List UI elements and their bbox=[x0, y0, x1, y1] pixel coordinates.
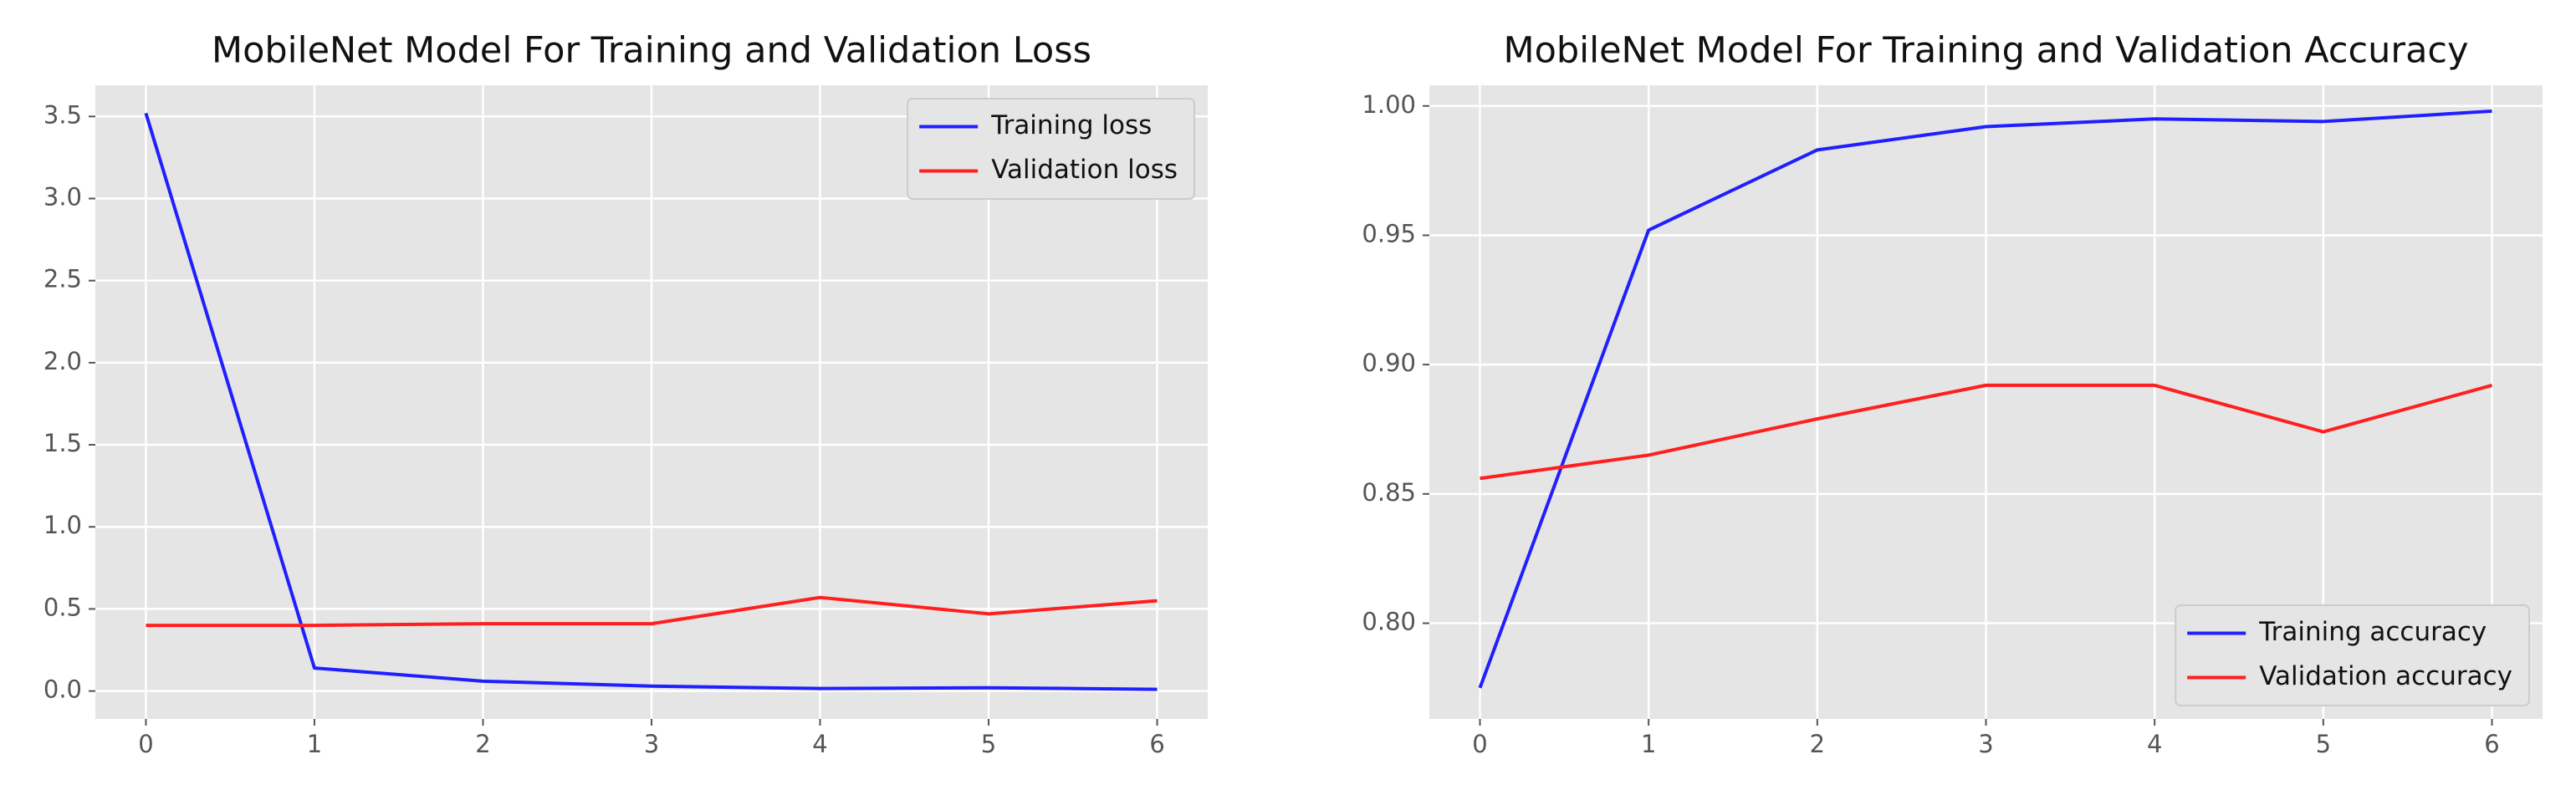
legend: Training loss Validation loss bbox=[907, 98, 1195, 200]
y-tick-label: 2.0 bbox=[43, 347, 82, 375]
x-tick-label: 0 bbox=[1472, 730, 1487, 758]
legend-label: Validation accuracy bbox=[2259, 661, 2512, 691]
x-tick-label: 4 bbox=[2147, 730, 2162, 758]
legend-label: Training accuracy bbox=[2258, 617, 2487, 647]
x-tick-label: 3 bbox=[1978, 730, 1993, 758]
data-line bbox=[144, 112, 1158, 691]
y-tick-label: 2.5 bbox=[43, 265, 82, 293]
y-tick-label: 0.5 bbox=[43, 593, 82, 621]
y-tick-label: 0.85 bbox=[1362, 478, 1416, 507]
y-tick-label: 0.80 bbox=[1362, 608, 1416, 636]
chart-title: MobileNet Model For Training and Validat… bbox=[212, 30, 1091, 72]
x-tick-label: 2 bbox=[1810, 730, 1825, 758]
y-tick-label: 0.95 bbox=[1362, 219, 1416, 247]
x-tick-label: 2 bbox=[475, 730, 490, 758]
x-tick-label: 6 bbox=[1149, 730, 1164, 758]
data-line bbox=[1480, 383, 2493, 481]
x-tick-label: 5 bbox=[981, 730, 996, 758]
x-tick-label: 6 bbox=[2484, 730, 2499, 758]
x-tick-label: 1 bbox=[307, 730, 322, 758]
y-tick-label: 1.5 bbox=[43, 429, 82, 457]
x-tick-label: 3 bbox=[644, 730, 659, 758]
x-tick-label: 5 bbox=[2316, 730, 2331, 758]
legend-label: Validation loss bbox=[991, 155, 1178, 185]
legend-frame bbox=[907, 98, 1195, 200]
legend-label: Training loss bbox=[990, 110, 1152, 140]
data-line bbox=[1478, 109, 2492, 689]
y-tick-label: 0.0 bbox=[43, 675, 82, 704]
legend-frame bbox=[2175, 604, 2530, 706]
x-tick-label: 1 bbox=[1641, 730, 1656, 758]
x-tick-label: 0 bbox=[138, 730, 153, 758]
data-line bbox=[146, 595, 1158, 628]
chart-title: MobileNet Model For Training and Validat… bbox=[1503, 30, 2468, 72]
y-tick-label: 1.00 bbox=[1362, 90, 1416, 119]
y-tick-label: 0.90 bbox=[1362, 349, 1416, 377]
y-tick-label: 1.0 bbox=[43, 511, 82, 539]
y-tick-label: 3.0 bbox=[43, 182, 82, 211]
y-tick-label: 3.5 bbox=[43, 100, 82, 129]
x-tick-label: 4 bbox=[812, 730, 827, 758]
legend: Training accuracy Validation accuracy bbox=[2175, 604, 2530, 706]
